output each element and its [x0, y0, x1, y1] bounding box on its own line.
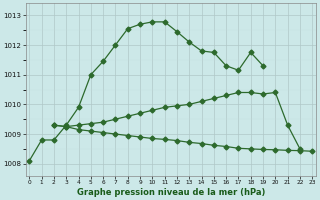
- X-axis label: Graphe pression niveau de la mer (hPa): Graphe pression niveau de la mer (hPa): [76, 188, 265, 197]
